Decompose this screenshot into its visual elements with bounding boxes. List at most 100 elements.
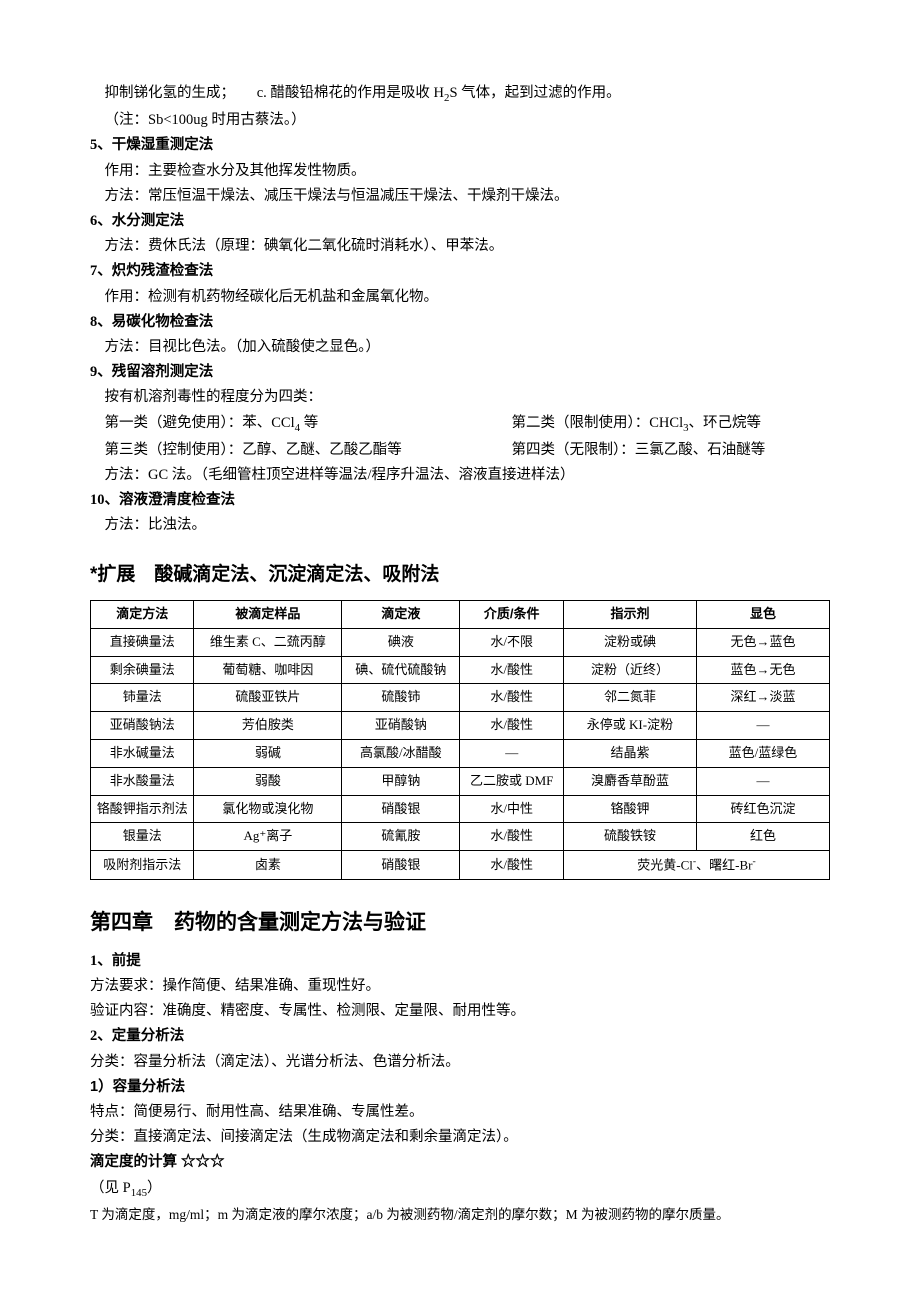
table-cell: 银量法 (91, 823, 194, 851)
s9-r1b-tail: 、环己烷等 (689, 415, 762, 431)
s9-r2a: 第三类（控制使用）：乙醇、乙醚、乙酸乙酯等 (90, 439, 497, 462)
table-cell: 直接碘量法 (91, 628, 194, 656)
table-row: 剩余碘量法葡萄糖、咖啡因碘、硫代硫酸钠水/酸性淀粉（近终）蓝色→无色 (91, 656, 830, 684)
table-cell: 亚硝酸钠 (342, 712, 460, 740)
heading-7-num: 7、 (90, 263, 112, 279)
table-cell: — (696, 767, 829, 795)
heading-4-2: 2、定量分析法 (90, 1025, 830, 1048)
table-cell: 水/酸性 (460, 712, 563, 740)
table-cell: 淀粉（近终） (563, 656, 696, 684)
table-cell: 碘、硫代硫酸钠 (342, 656, 460, 684)
th-method: 滴定方法 (91, 600, 194, 628)
chapter4-heading: 第四章 药物的含量测定方法与验证 (90, 906, 830, 940)
intro-line1: 抑制锑化氢的生成； c. 醋酸铅棉花的作用是吸收 H2S 气体，起到过滤的作用。 (90, 82, 830, 107)
s42-l4a: （见 P (90, 1180, 131, 1196)
table-cell: 氯化物或溴化物 (194, 795, 342, 823)
table-row: 亚硝酸钠法芳伯胺类亚硝酸钠水/酸性永停或 KI-淀粉— (91, 712, 830, 740)
table-cell: 甲醇钠 (342, 767, 460, 795)
heading-9-num: 9、 (90, 364, 112, 380)
s42-l5: T 为滴定度，mg/ml；m 为滴定液的摩尔浓度；a/b 为被测药物/滴定剂的摩… (90, 1204, 830, 1226)
titration-table: 滴定方法 被滴定样品 滴定液 介质/条件 指示剂 显色 直接碘量法维生素 C、二… (90, 600, 830, 880)
table-cell: 淀粉或碘 (563, 628, 696, 656)
table-cell: 永停或 KI-淀粉 (563, 712, 696, 740)
s9-r1a: 第一类（避免使用）：苯、CCl (105, 415, 295, 431)
table-row: 吸附剂指示法卤素硝酸银水/酸性荧光黄-Cl-、曙红-Br- (91, 851, 830, 880)
table-cell: 非水酸量法 (91, 767, 194, 795)
heading-9: 9、残留溶剂测定法 (90, 361, 830, 384)
s5-l2: 方法：常压恒温干燥法、减压干燥法与恒温减压干燥法、干燥剂干燥法。 (90, 185, 830, 208)
table-cell: 吸附剂指示法 (91, 851, 194, 880)
s9-r2b: 第四类（无限制）：三氯乙酸、石油醚等 (497, 439, 830, 462)
table-cell: — (696, 712, 829, 740)
table-cell: 无色→蓝色 (696, 628, 829, 656)
heading-8-title: 易碳化物检查法 (112, 314, 214, 330)
th-sample: 被滴定样品 (194, 600, 342, 628)
table-cell: 邻二氮菲 (563, 684, 696, 712)
table-cell: 维生素 C、二巯丙醇 (194, 628, 342, 656)
table-row: 直接碘量法维生素 C、二巯丙醇碘液水/不限淀粉或碘无色→蓝色 (91, 628, 830, 656)
table-cell: 蓝色/蓝绿色 (696, 739, 829, 767)
heading-8-num: 8、 (90, 314, 112, 330)
extension-heading: *扩展 酸碱滴定法、沉淀滴定法、吸附法 (90, 560, 830, 590)
intro-line2: （注：Sb<100ug 时用古蔡法。） (90, 109, 830, 132)
s9-row2: 第三类（控制使用）：乙醇、乙醚、乙酸乙酯等 第四类（无限制）：三氯乙酸、石油醚等 (90, 439, 830, 462)
s42-l4: （见 P145） (90, 1177, 830, 1202)
heading-5-num: 5、 (90, 137, 112, 153)
th-color: 显色 (696, 600, 829, 628)
heading-8: 8、易碳化物检查法 (90, 311, 830, 334)
s6-l1: 方法：费休氏法（原理：碘氧化二氧化硫时消耗水）、甲苯法。 (90, 235, 830, 258)
table-cell: 水/酸性 (460, 851, 563, 880)
table-header-row: 滴定方法 被滴定样品 滴定液 介质/条件 指示剂 显色 (91, 600, 830, 628)
s5-l1: 作用：主要检查水分及其他挥发性物质。 (90, 160, 830, 183)
table-cell: 砖红色沉淀 (696, 795, 829, 823)
table-cell: 水/不限 (460, 628, 563, 656)
s9-l3: 方法：GC 法。（毛细管柱顶空进样等温法/程序升温法、溶液直接进样法） (90, 464, 830, 487)
s42-l3: 分类：直接滴定法、间接滴定法（生成物滴定法和剩余量滴定法）。 (90, 1126, 830, 1149)
table-cell: 硝酸银 (342, 851, 460, 880)
th-indicator: 指示剂 (563, 600, 696, 628)
table-cell: Ag⁺离子 (194, 823, 342, 851)
table-cell: 蓝色→无色 (696, 656, 829, 684)
table-cell: 硫酸铁铵 (563, 823, 696, 851)
s42-l1: 分类：容量分析法（滴定法）、光谱分析法、色谱分析法。 (90, 1051, 830, 1074)
s42-calc-title: 滴定度的计算 ☆☆☆ (90, 1151, 830, 1174)
table-cell: 碘液 (342, 628, 460, 656)
heading-7-title: 炽灼残渣检查法 (112, 263, 214, 279)
s42-l2: 特点：简便易行、耐用性高、结果准确、专属性差。 (90, 1101, 830, 1124)
s9-r1a-tail: 等 (300, 415, 318, 431)
s9-l1: 按有机溶剂毒性的程度分为四类： (90, 386, 830, 409)
s42-sub1: 1）容量分析法 (90, 1076, 830, 1099)
table-cell: 硫酸铈 (342, 684, 460, 712)
table-cell: 硝酸银 (342, 795, 460, 823)
sub-145: 145 (131, 1186, 147, 1198)
h42-title: 定量分析法 (112, 1028, 185, 1044)
heading-7: 7、炽灼残渣检查法 (90, 260, 830, 283)
table-row: 银量法Ag⁺离子硫氰胺水/酸性硫酸铁铵红色 (91, 823, 830, 851)
table-cell: 亚硝酸钠法 (91, 712, 194, 740)
table-cell: 剩余碘量法 (91, 656, 194, 684)
table-cell: 结晶紫 (563, 739, 696, 767)
table-row: 铬酸钾指示剂法氯化物或溴化物硝酸银水/中性铬酸钾砖红色沉淀 (91, 795, 830, 823)
table-cell: 水/中性 (460, 795, 563, 823)
heading-6-title: 水分测定法 (112, 213, 185, 229)
table-cell: 铬酸钾 (563, 795, 696, 823)
table-cell: 铈量法 (91, 684, 194, 712)
th-medium: 介质/条件 (460, 600, 563, 628)
s7-l1: 作用：检测有机药物经碳化后无机盐和金属氧化物。 (90, 286, 830, 309)
intro-line1-c: S 气体，起到过滤的作用。 (449, 85, 620, 101)
heading-10-title: 溶液澄清度检查法 (119, 492, 235, 508)
intro-line1-a: 抑制锑化氢的生成； (105, 85, 236, 101)
h41-num: 1、 (90, 953, 112, 969)
table-row: 非水酸量法弱酸甲醇钠乙二胺或 DMF溴麝香草酚蓝— (91, 767, 830, 795)
table-cell: 水/酸性 (460, 656, 563, 684)
intro-line1-b: c. 醋酸铅棉花的作用是吸收 H (257, 85, 444, 101)
table-cell: 溴麝香草酚蓝 (563, 767, 696, 795)
th-titrant: 滴定液 (342, 600, 460, 628)
heading-5: 5、干燥湿重测定法 (90, 134, 830, 157)
heading-10-num: 10、 (90, 492, 119, 508)
table-cell: 水/酸性 (460, 823, 563, 851)
table-cell: 硫酸亚铁片 (194, 684, 342, 712)
heading-4-1: 1、前提 (90, 950, 830, 973)
table-cell: 弱酸 (194, 767, 342, 795)
table-cell: 高氯酸/冰醋酸 (342, 739, 460, 767)
